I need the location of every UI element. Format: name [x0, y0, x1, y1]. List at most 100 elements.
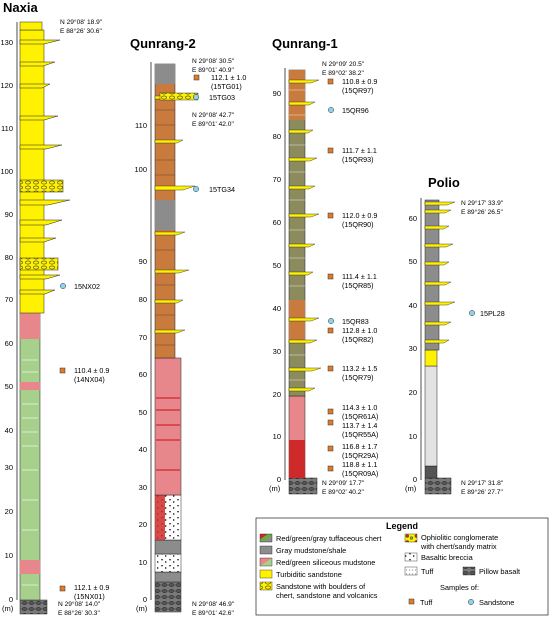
tick-label: 130: [0, 38, 13, 47]
siliceous-mudstone-bed: [20, 313, 40, 339]
sample-age: 113.2 ± 1.5: [342, 364, 377, 373]
tick-label: 0: [413, 475, 417, 484]
pillow-basalt-bed: [288, 477, 318, 495]
sample-id: 15QR96: [342, 106, 369, 115]
coord-top-lon: E 88°26' 30.6": [60, 27, 102, 35]
tuff-sample-marker: [59, 585, 66, 592]
tick-label: 80: [5, 253, 13, 262]
tick-label: 50: [5, 382, 13, 391]
coord-top-lat: N 29°08' 18.9": [60, 18, 103, 26]
tick-label: 100: [0, 167, 13, 176]
y-axis: 0 10 20 30 40 50 60 70 80 90 100 110 (m): [134, 62, 152, 613]
tick-label: 50: [409, 257, 417, 266]
chert-bed: [155, 495, 165, 540]
tick-label: 90: [139, 257, 147, 266]
tick-label: 100: [134, 165, 147, 174]
sandstone-wedges: [288, 79, 322, 392]
chert-bed: [289, 440, 305, 478]
legend-label: Pillow basalt: [479, 567, 520, 576]
coord-top-lon: E 89°01' 40.9": [192, 66, 234, 74]
legend-label: with chert/sandy matrix: [420, 542, 497, 551]
tick-label: 30: [139, 483, 147, 492]
siliceous-mudstone-bed: [19, 312, 41, 601]
coord-top-lat: N 29°09' 20.5": [322, 60, 365, 68]
legend-swatch-tuff: [404, 566, 418, 576]
sample-age: 114.3 ± 1.0: [342, 403, 377, 412]
legend-label: Basaltic breccia: [421, 553, 474, 562]
legend-swatch-pillow: [462, 566, 476, 576]
tick-label: 10: [409, 432, 417, 441]
tick-label: 120: [0, 81, 13, 90]
sample-id: (15QR85): [342, 281, 374, 290]
tick-label: 40: [139, 445, 147, 454]
coord-top-lon: E 89°26' 26.5": [461, 208, 503, 216]
legend-swatch-conglomerate: [404, 533, 418, 543]
samples: 110.8 ± 0.9 (15QR97) 15QR96 111.7 ± 1.1 …: [327, 77, 378, 478]
tuff-sample-marker: [59, 367, 66, 374]
sandstone-sample-marker: [328, 107, 334, 113]
coord-top-lat: N 29°08' 30.5": [192, 57, 235, 65]
bedding-lines: [155, 109, 175, 346]
chert-bed: [289, 70, 305, 120]
legend-swatch-mudstone: [259, 545, 273, 555]
tick-label: 90: [273, 89, 281, 98]
sample-age: 111.4 ± 1.1: [342, 272, 377, 281]
legend-label: Sandstone: [479, 598, 514, 607]
pillow-basalt-bed: [424, 477, 452, 495]
sandstone-sample-marker: [328, 318, 334, 324]
coord-mid-lat: N 29°08' 42.7": [192, 111, 235, 119]
tick-label: 20: [139, 520, 147, 529]
tick-label: 30: [5, 463, 13, 472]
sample-id: (15QR97): [342, 86, 374, 95]
y-axis: 0 10 20 30 40 50 60 70 80 90 100 110 120…: [0, 22, 18, 613]
coordinates: N 29°09' 20.5" E 89°02' 38.2" N 29°09' 1…: [322, 60, 365, 496]
boulder-sandstone-bed: [19, 257, 59, 271]
tick-label: 10: [139, 558, 147, 567]
y-axis: 0 10 20 30 40 50 60 70 80 90 (m): [269, 68, 286, 493]
legend-label: Red/green siliceous mudstone: [276, 558, 375, 567]
sample-age: 112.8 ± 1.0: [342, 326, 377, 335]
tick-label: 80: [139, 295, 147, 304]
sample-id: (15QR82): [342, 335, 374, 344]
tick-label: 10: [273, 432, 281, 441]
legend-label: chert, sandstone and volcanics: [276, 591, 378, 600]
tick-label: 110: [1, 124, 13, 133]
tuff-bed: [424, 365, 438, 467]
sample-age: 112.0 ± 0.9: [342, 211, 377, 220]
tick-label: 70: [139, 333, 147, 342]
mudstone-bed: [424, 199, 440, 351]
tuff-sample-marker: [327, 408, 334, 415]
coord-bottom-lon: E 89°02' 40.2": [322, 488, 364, 496]
tuff-sample-marker: [327, 465, 334, 472]
sample-age: 111.7 ± 1.1: [342, 146, 377, 155]
tick-label: 0: [9, 595, 13, 604]
mudstone-bed: [424, 465, 438, 479]
unit-label: (m): [136, 604, 148, 613]
section-title: Polio: [428, 175, 460, 190]
tick-label: 0: [277, 475, 281, 484]
tuff-sample-marker: [327, 78, 334, 85]
sandstone-sample-marker: [193, 186, 199, 192]
boulder-sandstone-bed: [159, 92, 199, 101]
tuff-sample-marker: [327, 212, 334, 219]
siliceous-mudstone-bed: [20, 382, 40, 390]
coord-bottom-lon: E 89°01' 42.6": [192, 609, 234, 617]
section-title: Naxia: [3, 0, 38, 15]
sample-age: 112.1 ± 1.0: [211, 73, 246, 82]
sample-id: (15QR29A): [342, 451, 378, 460]
unit-label: (m): [405, 484, 417, 493]
coordinates: N 29°08' 30.5" E 89°01' 40.9" N 29°08' 4…: [192, 57, 235, 617]
tick-label: 60: [139, 370, 147, 379]
samples: 112.1 ± 1.0 (15TG01) 15TG03 15TG34: [193, 73, 246, 194]
turbiditic-sandstone-bed: [19, 21, 43, 31]
unit-label: (m): [269, 484, 281, 493]
legend-label: Ophiolitic conglomerate: [421, 533, 498, 542]
column: [424, 199, 456, 495]
sample-id: 15TG34: [209, 185, 235, 194]
sample-id: (14NX04): [74, 375, 105, 384]
legend-swatch-turbidite: [259, 569, 273, 579]
tick-label: 20: [5, 507, 13, 516]
legend-label: Red/green/gray tuffaceous chert: [276, 534, 381, 543]
sample-id: (15TG01): [211, 82, 242, 91]
